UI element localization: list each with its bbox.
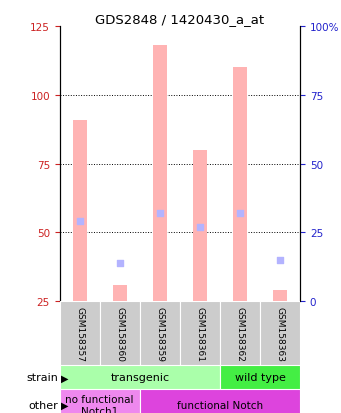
Text: GSM158362: GSM158362 — [236, 306, 244, 361]
Bar — [220, 301, 260, 366]
Bar — [73, 120, 87, 301]
Point — [77, 218, 83, 225]
Point — [117, 260, 122, 266]
Bar — [273, 290, 287, 301]
Text: GSM158361: GSM158361 — [195, 306, 204, 361]
Point — [277, 257, 283, 263]
Bar — [260, 301, 300, 366]
Text: GSM158360: GSM158360 — [115, 306, 124, 361]
Text: ▶: ▶ — [61, 400, 69, 410]
Text: transgenic: transgenic — [110, 373, 169, 382]
Text: GSM158357: GSM158357 — [75, 306, 84, 361]
Bar — [140, 389, 300, 413]
Text: ▶: ▶ — [61, 373, 69, 382]
Text: other: other — [28, 400, 58, 410]
Text: wild type: wild type — [235, 373, 285, 382]
Bar — [193, 150, 207, 301]
Bar — [140, 301, 180, 366]
Bar — [220, 366, 300, 389]
Text: GSM158363: GSM158363 — [276, 306, 284, 361]
Text: functional Notch: functional Notch — [177, 400, 263, 410]
Text: GSM158359: GSM158359 — [155, 306, 164, 361]
Point — [157, 210, 163, 217]
Text: strain: strain — [26, 373, 58, 382]
Bar — [60, 366, 220, 389]
Point — [197, 224, 203, 230]
Bar — [113, 285, 127, 301]
Title: GDS2848 / 1420430_a_at: GDS2848 / 1420430_a_at — [95, 13, 264, 26]
Point — [237, 210, 243, 217]
Bar — [60, 301, 100, 366]
Bar — [153, 46, 167, 301]
Text: no functional
Notch1: no functional Notch1 — [65, 394, 134, 413]
Bar — [60, 389, 140, 413]
Bar — [100, 301, 140, 366]
Bar — [233, 68, 247, 301]
Bar — [180, 301, 220, 366]
